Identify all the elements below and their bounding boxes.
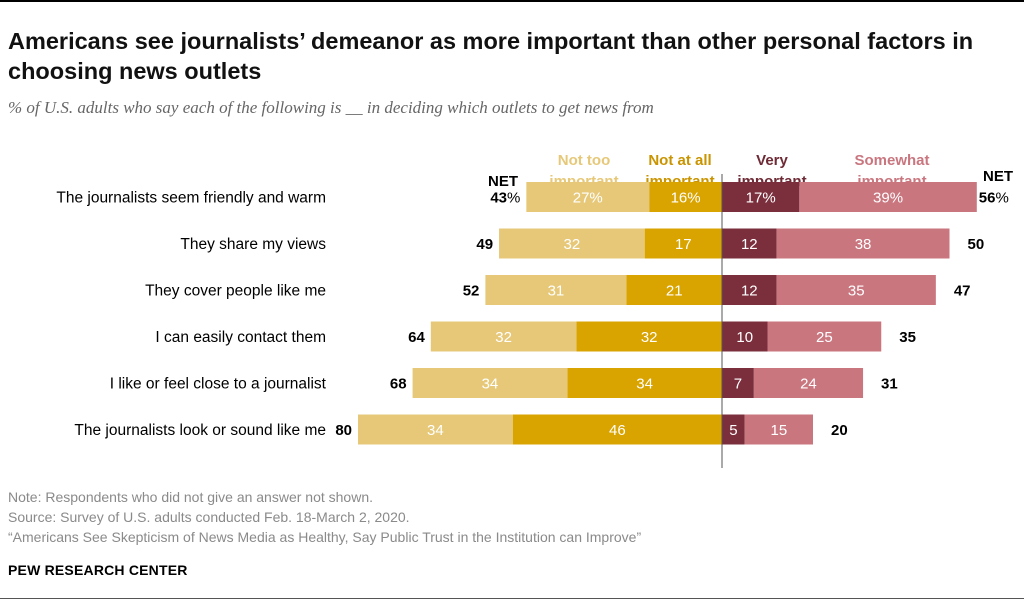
bar-very-important	[722, 414, 745, 445]
bar-not-at-all-important	[576, 321, 722, 352]
category-label: I can easily contact them	[155, 329, 326, 346]
category-label: They share my views	[180, 236, 326, 253]
data-label: 17	[675, 236, 692, 253]
data-label: 34	[427, 422, 444, 439]
header-label-line1: Not too	[558, 152, 610, 169]
organization-label: PEW RESEARCH CENTER	[8, 562, 188, 578]
data-label: 12	[741, 283, 758, 300]
data-label: 35	[848, 283, 865, 300]
chart-title: Americans see journalists’ demeanor as m…	[8, 28, 974, 84]
data-label: 34	[482, 376, 499, 393]
data-label: 46	[609, 422, 626, 439]
bar-somewhat-important	[767, 321, 882, 352]
net-right-label: 20	[831, 422, 848, 439]
net-left-label: 80	[335, 422, 352, 439]
bar-very-important	[722, 321, 768, 352]
top-rule	[0, 0, 1024, 2]
bar-not-too-important	[526, 182, 650, 212]
bar-very-important	[722, 275, 777, 305]
data-label: 25	[816, 329, 833, 346]
bar-not-at-all-important	[626, 275, 722, 305]
bar-not-too-important	[412, 368, 568, 398]
data-label: 32	[495, 329, 512, 346]
bar-very-important	[722, 228, 777, 259]
bottom-rule	[0, 598, 1024, 599]
net-header-left: NET	[488, 173, 518, 190]
net-right-label: 56%	[979, 190, 1009, 207]
net-left-label: 64	[408, 329, 425, 346]
data-label: 5	[729, 422, 737, 439]
data-label: 39%	[873, 190, 903, 207]
data-label: 10	[736, 329, 753, 346]
data-label: 32	[564, 236, 581, 253]
bar-not-too-important	[358, 414, 513, 445]
data-label: 12	[741, 236, 758, 253]
header-label-line1: Very	[756, 152, 788, 169]
data-label: 21	[666, 283, 683, 300]
data-label: 38	[855, 236, 872, 253]
bar-somewhat-important	[744, 414, 813, 445]
net-left-label: 68	[390, 376, 407, 393]
category-label: They cover people like me	[145, 283, 326, 300]
bar-somewhat-important	[776, 275, 936, 305]
net-right-label: 50	[968, 236, 985, 253]
data-label: 32	[641, 329, 658, 346]
data-label: 24	[800, 376, 817, 393]
data-label: 27%	[573, 190, 603, 207]
net-left-label: 52	[463, 283, 480, 300]
bar-somewhat-important	[753, 368, 864, 398]
data-label: 16%	[671, 190, 701, 207]
bar-not-too-important	[430, 321, 577, 352]
footer-report: “Americans See Skepticism of News Media …	[8, 529, 642, 545]
bar-not-at-all-important	[644, 228, 722, 259]
bar-not-at-all-important	[512, 414, 722, 445]
chart-subtitle: % of U.S. adults who say each of the fol…	[8, 98, 654, 117]
bar-not-at-all-important	[649, 182, 722, 212]
data-label: 31	[548, 283, 565, 300]
bar-somewhat-important	[799, 182, 977, 212]
header-label-line1: Not at all	[648, 152, 711, 169]
data-label: 34	[636, 376, 653, 393]
net-right-label: 47	[954, 283, 971, 300]
category-label: I like or feel close to a journalist	[110, 376, 327, 393]
category-label: The journalists look or sound like me	[74, 422, 326, 439]
net-header-right: NET	[983, 168, 1013, 185]
net-left-label: 43%	[490, 190, 520, 207]
bar-somewhat-important	[776, 228, 950, 259]
footer: Note: Respondents who did not give an an…	[8, 487, 641, 547]
bar-very-important	[722, 368, 754, 398]
footer-note: Note: Respondents who did not give an an…	[8, 489, 374, 505]
data-label: 17%	[746, 190, 776, 207]
data-label: 15	[771, 422, 788, 439]
net-right-label: 31	[881, 376, 898, 393]
bar-not-too-important	[499, 228, 645, 259]
bar-not-too-important	[485, 275, 627, 305]
header-label-line1: Somewhat	[854, 152, 929, 169]
category-label: The journalists seem friendly and warm	[56, 190, 326, 207]
bar-not-at-all-important	[567, 368, 722, 398]
net-right-label: 35	[899, 329, 916, 346]
net-left-label: 49	[476, 236, 493, 253]
footer-source: Source: Survey of U.S. adults conducted …	[8, 509, 410, 525]
bar-very-important	[722, 182, 800, 212]
data-label: 7	[734, 376, 742, 393]
